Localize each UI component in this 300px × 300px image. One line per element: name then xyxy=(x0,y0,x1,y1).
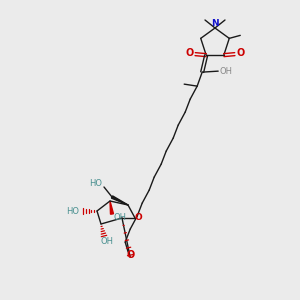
Text: O: O xyxy=(236,48,244,58)
Text: O: O xyxy=(186,48,194,58)
Text: HO: HO xyxy=(67,206,80,215)
Text: N: N xyxy=(211,19,219,28)
Text: HO: HO xyxy=(89,179,103,188)
Text: OH: OH xyxy=(113,214,127,223)
Polygon shape xyxy=(111,196,128,205)
Text: O: O xyxy=(134,214,142,223)
Polygon shape xyxy=(110,201,113,214)
Text: OH: OH xyxy=(100,236,113,245)
Text: O: O xyxy=(126,250,134,260)
Text: OH: OH xyxy=(220,67,233,76)
